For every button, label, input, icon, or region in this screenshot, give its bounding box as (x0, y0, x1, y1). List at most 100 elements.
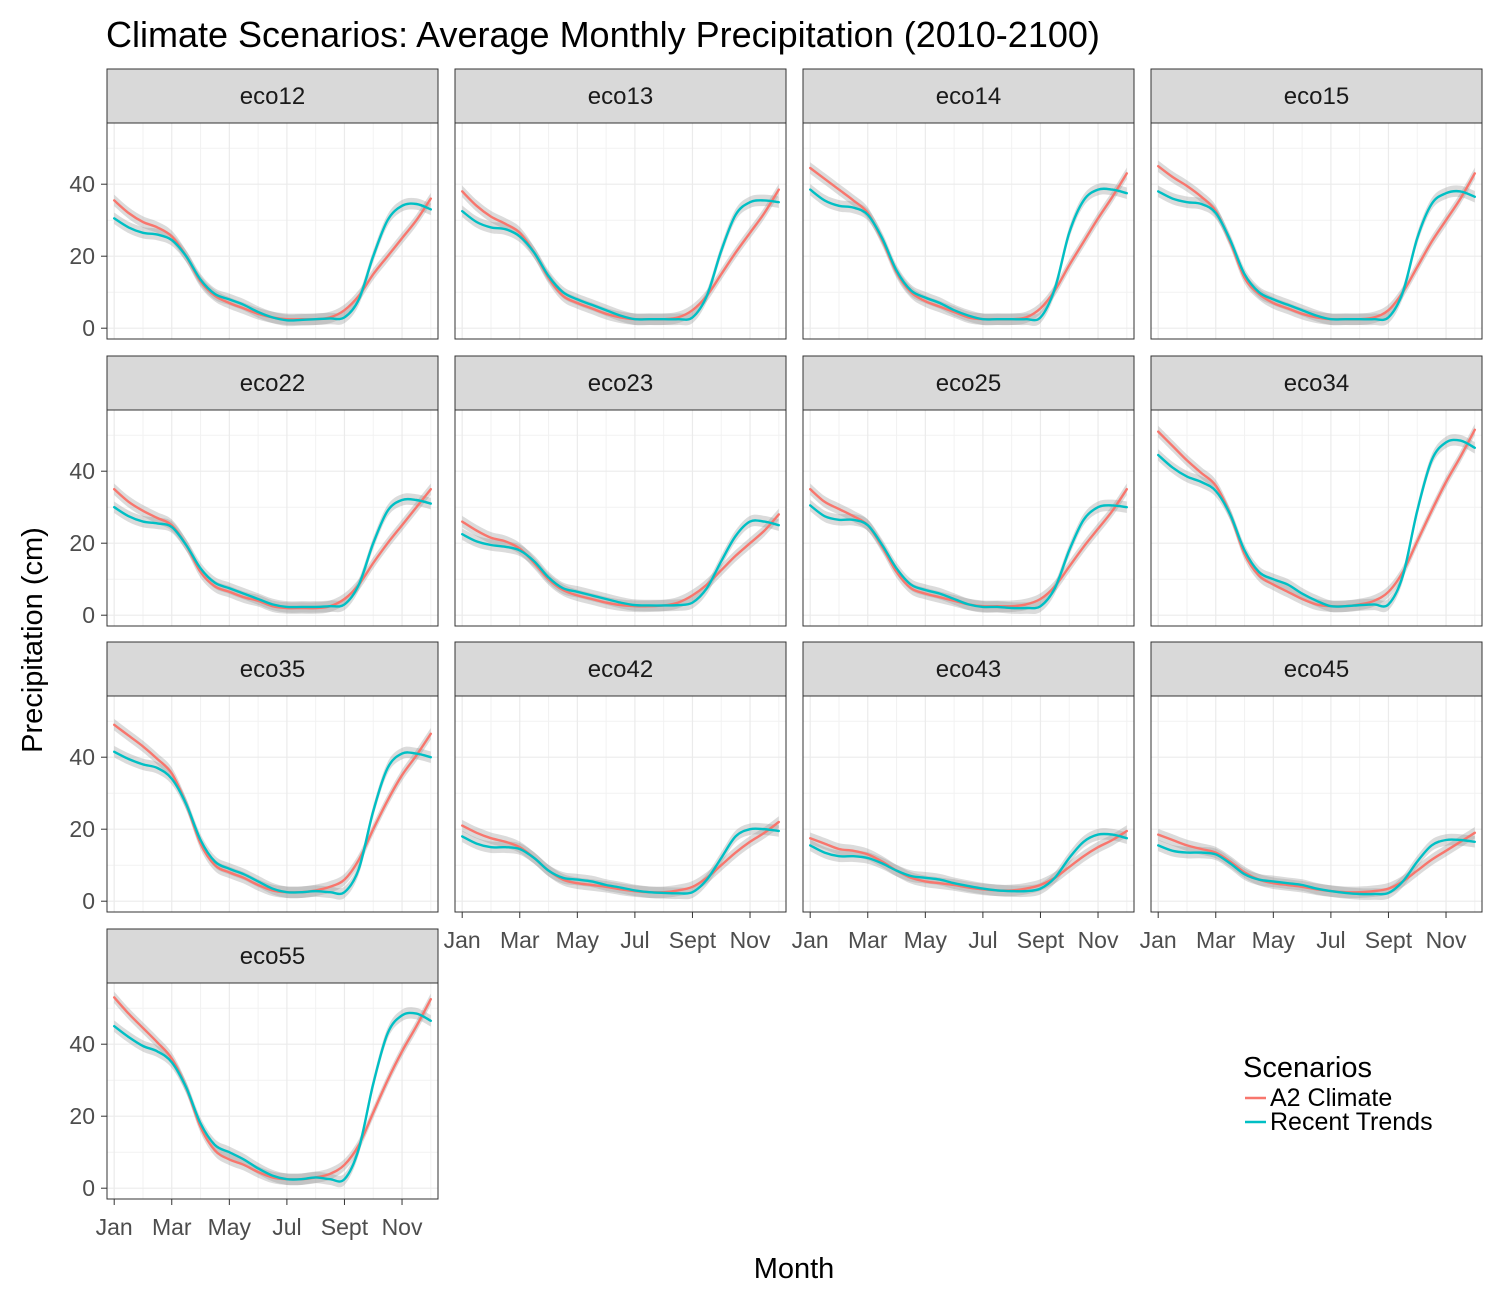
plot-background (1151, 410, 1482, 626)
x-tick-label: Sept (321, 1214, 369, 1240)
facet-panels: eco12 0 20 40 eco13 eco14 eco15 eco22 0 20 40 eco23… (69, 68, 1483, 1240)
x-tick-label: Sept (1017, 927, 1065, 953)
x-tick-label: Sept (669, 927, 717, 953)
y-tick-label: 20 (69, 243, 95, 269)
facet-panel: eco13 (454, 68, 787, 340)
facet-label: eco23 (588, 370, 653, 397)
series-line (113, 996, 432, 1181)
facet-panel: eco12 0 20 40 (69, 68, 439, 341)
facet-panel: eco22 0 20 40 (69, 355, 439, 628)
panel-border (802, 409, 1135, 627)
facet-label: eco14 (936, 83, 1001, 110)
plot-background (1151, 123, 1482, 339)
facet-panel: eco34 (1150, 355, 1483, 627)
series-line (461, 513, 780, 608)
plot-background (803, 123, 1134, 339)
x-tick-label: Mar (152, 1214, 192, 1240)
y-tick-label: 40 (69, 744, 95, 770)
facet-strip (106, 68, 439, 124)
x-tick-label: Jan (792, 927, 829, 953)
facet-strip (106, 928, 439, 984)
facet-label: eco55 (240, 943, 305, 970)
facet-label: eco25 (936, 370, 1001, 397)
series-line (809, 504, 1128, 610)
confidence-band (462, 816, 779, 899)
series-line (1157, 838, 1476, 896)
x-tick-label: May (556, 927, 600, 953)
facet-panel: eco35 0 20 40 (69, 641, 439, 914)
facet-strip (454, 355, 787, 411)
x-tick-label: Jul (620, 927, 649, 953)
facet-label: eco15 (1284, 83, 1349, 110)
confidence-band (114, 197, 431, 327)
panel-border (106, 695, 439, 913)
plot-background (107, 696, 438, 912)
facet-strip (454, 641, 787, 697)
facet-label: eco22 (240, 370, 305, 397)
facet-strip (802, 68, 1135, 124)
panel-border (1150, 122, 1483, 340)
confidence-band (114, 493, 431, 613)
facet-panel: eco23 (454, 355, 787, 627)
confidence-band (1158, 833, 1475, 900)
series-line (809, 187, 1128, 322)
panel-border (1150, 409, 1483, 627)
series-line (461, 188, 780, 321)
x-axis-title: Month (754, 1253, 835, 1285)
x-tick-label: Jan (1140, 927, 1177, 953)
series-line (461, 827, 780, 895)
y-tick-label: 20 (69, 1103, 95, 1129)
facet-panel: eco25 (802, 355, 1135, 627)
series-line (113, 497, 432, 609)
series-line (113, 202, 432, 322)
facet-panel: eco55 0 20 40 Jan Mar May Jul Sept Nov (69, 928, 439, 1240)
x-tick-label: Sept (1365, 927, 1413, 953)
plot-background (455, 696, 786, 912)
plot-background (1151, 696, 1482, 912)
facet-panel: eco14 (802, 68, 1135, 340)
series-line (113, 1011, 432, 1183)
panel-border (106, 122, 439, 340)
y-tick-label: 20 (69, 816, 95, 842)
x-tick-label: Jul (272, 1214, 301, 1240)
y-tick-label: 0 (82, 315, 95, 341)
facet-strip (802, 641, 1135, 697)
panel-border (454, 122, 787, 340)
legend-label: Recent Trends (1270, 1108, 1433, 1136)
x-tick-label: Nov (382, 1214, 423, 1240)
x-tick-label: Mar (1196, 927, 1236, 953)
facet-label: eco43 (936, 656, 1001, 683)
facet-strip (802, 355, 1135, 411)
y-tick-label: 40 (69, 171, 95, 197)
x-tick-label: Jan (444, 927, 481, 953)
series-line (461, 519, 780, 607)
x-tick-label: Nov (1426, 927, 1467, 953)
plot-background (455, 410, 786, 626)
x-tick-label: Mar (848, 927, 888, 953)
legend-title: Scenarios (1243, 1052, 1372, 1084)
y-tick-label: 0 (82, 602, 95, 628)
confidence-band (114, 746, 431, 900)
plot-background (803, 696, 1134, 912)
series-line (113, 750, 432, 896)
x-tick-label: Jul (1316, 927, 1345, 953)
series-line (809, 829, 1128, 892)
facet-label: eco35 (240, 656, 305, 683)
series-line (1157, 189, 1476, 322)
facet-label: eco42 (588, 656, 653, 683)
y-tick-label: 40 (69, 1031, 95, 1057)
y-tick-label: 0 (82, 1175, 95, 1201)
series-line (461, 199, 780, 321)
series-line (809, 166, 1128, 321)
facet-panel: eco42 Jan Mar May Jul Sept Nov (444, 641, 787, 953)
series-line (113, 723, 432, 894)
panel-border (106, 409, 439, 627)
facet-panel: eco15 (1150, 68, 1483, 340)
x-tick-label: Nov (1078, 927, 1119, 953)
series-line (113, 488, 432, 610)
x-tick-label: Nov (730, 927, 771, 953)
y-tick-label: 20 (69, 530, 95, 556)
